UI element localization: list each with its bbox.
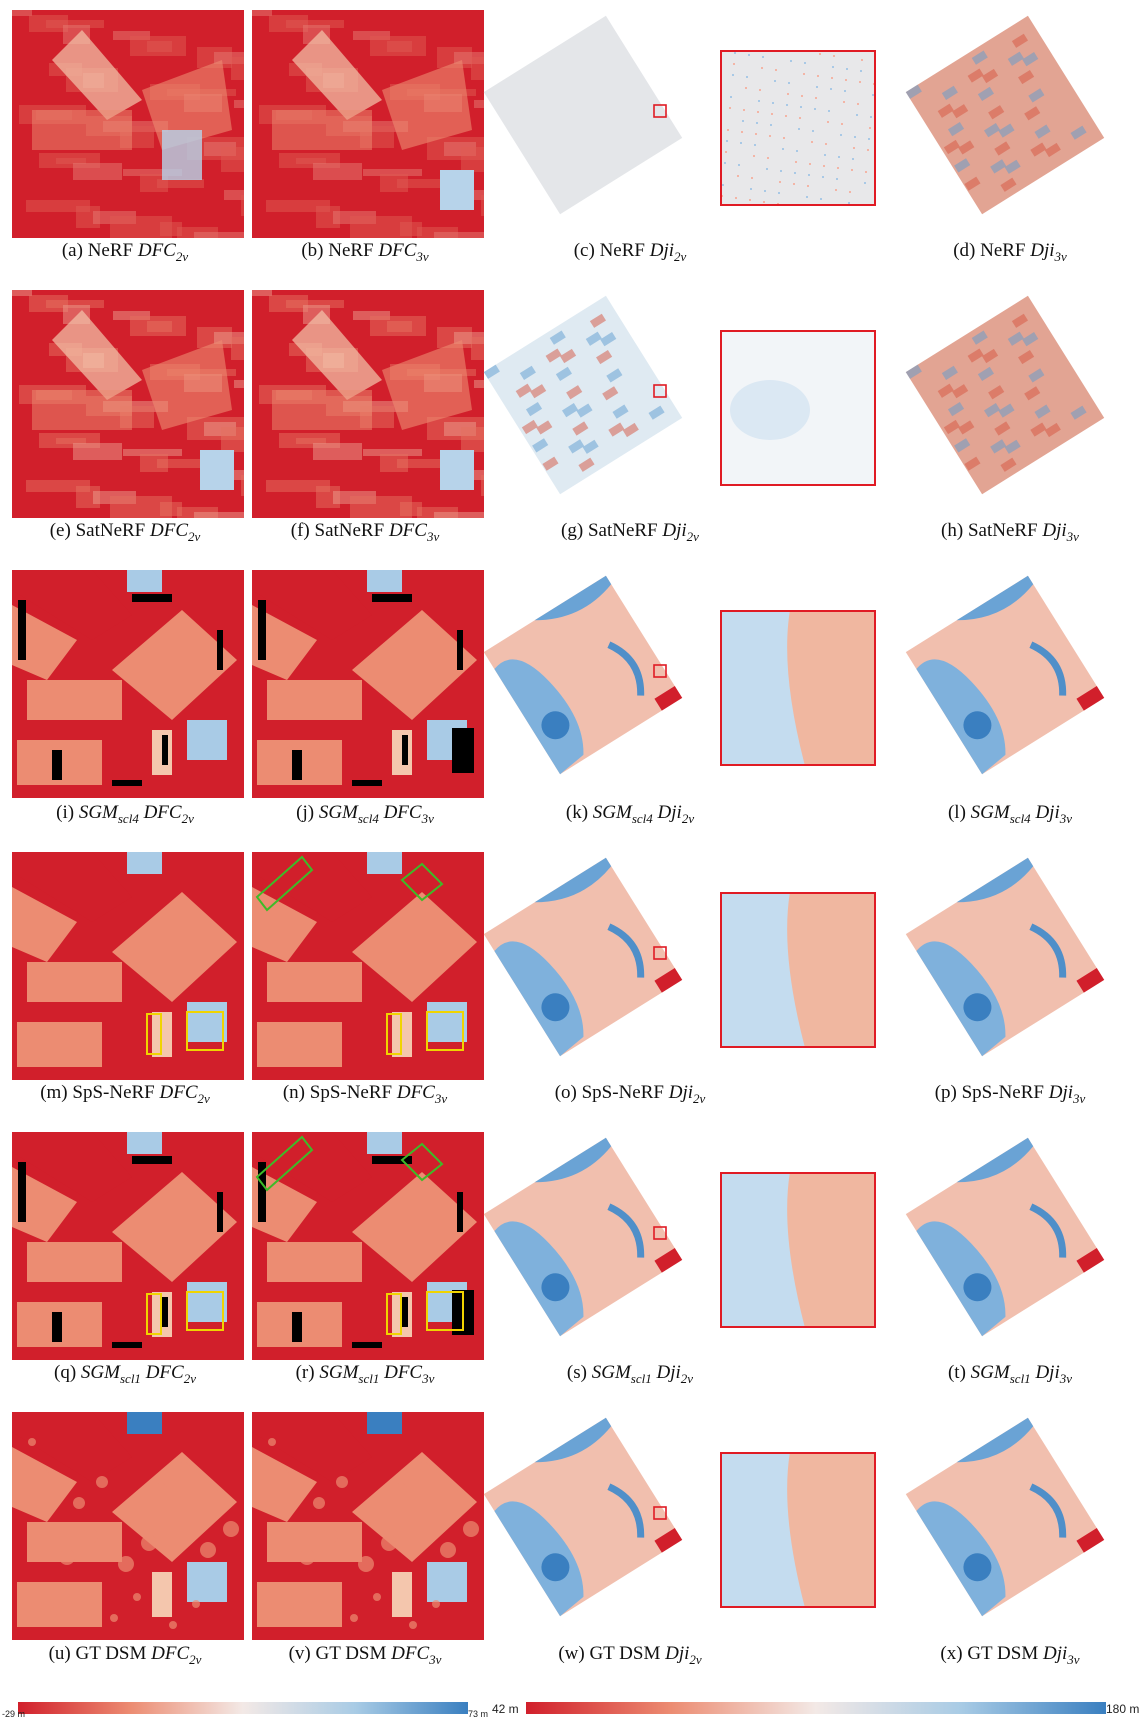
caption-s: (s) SGMscl1 Dji2v: [566, 1362, 694, 1386]
roi-zoom-panel-5: [720, 1452, 876, 1608]
caption-k: (k) SGMscl4 Dji2v: [565, 802, 695, 826]
dfc-panel-5-a: [12, 1412, 244, 1640]
caption-e: (e) SatNeRF DFC2v: [49, 520, 201, 544]
dfc-panel-4-a: [12, 1132, 244, 1360]
colorbar-dfc-max-label: 73 m: [468, 1709, 489, 1719]
dji-panel-5-d: [900, 1412, 1110, 1622]
dfc-panel-1-b: [252, 290, 484, 518]
dfc-panel-4-b: [252, 1132, 484, 1360]
dji-panel-4-d: [900, 1132, 1110, 1342]
caption-x: (x) GT DSM Dji3v: [940, 1643, 1080, 1667]
caption-v: (v) GT DSM DFC3v: [288, 1643, 442, 1667]
caption-i: (i) SGMscl4 DFC2v: [56, 802, 194, 826]
colorbar-dji-max-label: 180 m: [1106, 1702, 1140, 1716]
dfc-panel-3-b: [252, 852, 484, 1080]
dfc-panel-3-a: [12, 852, 244, 1080]
colorbar-dji: [526, 1702, 1106, 1714]
caption-t: (t) SGMscl1 Dji3v: [947, 1362, 1072, 1386]
dji-panel-4-c: [478, 1132, 688, 1342]
dfc-panel-2-b: [252, 570, 484, 798]
caption-n: (n) SpS-NeRF DFC3v: [282, 1082, 448, 1106]
dji-panel-0-c: [478, 10, 688, 220]
colorbar-dfc-min-label: -29 m: [2, 1709, 26, 1719]
roi-zoom-panel-0: [720, 50, 876, 206]
caption-p: (p) SpS-NeRF Dji3v: [934, 1082, 1086, 1106]
dfc-panel-0-b: [252, 10, 484, 238]
caption-a: (a) NeRF DFC2v: [61, 240, 189, 264]
roi-zoom-panel-2: [720, 610, 876, 766]
dfc-panel-2-a: [12, 570, 244, 798]
dji-panel-2-d: [900, 570, 1110, 780]
caption-o: (o) SpS-NeRF Dji2v: [554, 1082, 706, 1106]
caption-m: (m) SpS-NeRF DFC2v: [40, 1082, 210, 1106]
dji-panel-0-d: [900, 10, 1110, 220]
roi-zoom-panel-3: [720, 892, 876, 1048]
dji-panel-5-c: [478, 1412, 688, 1622]
caption-c: (c) NeRF Dji2v: [573, 240, 687, 264]
dfc-panel-5-b: [252, 1412, 484, 1640]
caption-r: (r) SGMscl1 DFC3v: [295, 1362, 435, 1386]
colorbar-dji-min-label: 42 m: [492, 1702, 519, 1716]
caption-g: (g) SatNeRF Dji2v: [561, 520, 699, 544]
caption-j: (j) SGMscl4 DFC3v: [296, 802, 434, 826]
dji-panel-1-c: [478, 290, 688, 500]
caption-l: (l) SGMscl4 Dji3v: [947, 802, 1072, 826]
caption-u: (u) GT DSM DFC2v: [48, 1643, 202, 1667]
caption-q: (q) SGMscl1 DFC2v: [54, 1362, 196, 1386]
roi-zoom-panel-1: [720, 330, 876, 486]
dfc-panel-1-a: [12, 290, 244, 518]
dji-panel-3-d: [900, 852, 1110, 1062]
dji-panel-3-c: [478, 852, 688, 1062]
caption-f: (f) SatNeRF DFC3v: [290, 520, 440, 544]
roi-zoom-panel-4: [720, 1172, 876, 1328]
colorbar-dfc: [18, 1702, 468, 1714]
caption-d: (d) NeRF Dji3v: [953, 240, 1067, 264]
caption-h: (h) SatNeRF Dji3v: [941, 520, 1079, 544]
caption-b: (b) NeRF DFC3v: [301, 240, 429, 264]
dfc-panel-0-a: [12, 10, 244, 238]
dji-panel-2-c: [478, 570, 688, 780]
caption-w: (w) GT DSM Dji2v: [558, 1643, 702, 1667]
dji-panel-1-d: [900, 290, 1110, 500]
